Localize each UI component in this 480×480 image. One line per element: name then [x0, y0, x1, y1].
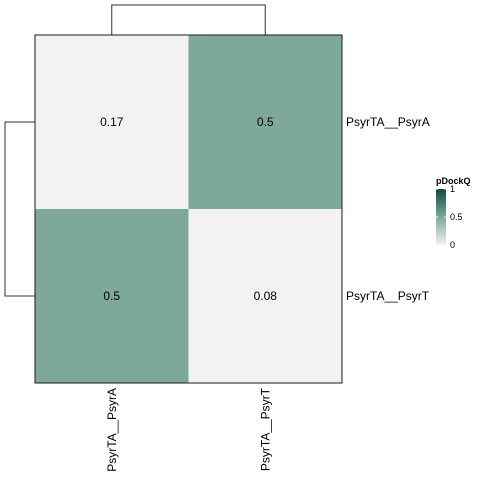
heatmap-cells: 0.17 0.5 0.5 0.08 — [35, 35, 342, 383]
dendrogram-branch — [111, 4, 266, 35]
legend-tick-label: 0.5 — [450, 212, 463, 222]
column-labels: PsyrTA__PsyrA PsyrTA__PsyrT — [105, 387, 273, 471]
legend: pDockQ 00.51 — [436, 176, 471, 250]
dendrogram-branch — [4, 121, 35, 297]
heatmap-border — [34, 34, 343, 384]
row-dendrogram — [4, 121, 35, 297]
heatmap-cell — [35, 35, 189, 209]
legend-ticks: 00.51 — [436, 184, 463, 250]
cell-value-label: 0.17 — [100, 115, 124, 129]
column-label: PsyrTA__PsyrA — [105, 388, 119, 472]
cell-value-label: 0.08 — [254, 289, 278, 303]
row-label: PsyrTA__PsyrT — [346, 289, 430, 303]
heatmap-cell — [188, 35, 342, 209]
cell-value-label: 0.5 — [103, 289, 120, 303]
legend-title: pDockQ — [436, 176, 471, 186]
column-dendrogram — [111, 4, 266, 35]
heatmap-cell — [35, 209, 189, 383]
legend-color-bar — [436, 189, 446, 245]
legend-tick-label: 0 — [450, 240, 455, 250]
legend-tick-label: 1 — [450, 184, 455, 194]
column-label: PsyrTA__PsyrT — [258, 387, 272, 471]
row-label: PsyrTA__PsyrA — [346, 115, 430, 129]
row-labels: PsyrTA__PsyrA PsyrTA__PsyrT — [346, 115, 430, 303]
heatmap-cell — [188, 209, 342, 383]
cell-value-label: 0.5 — [257, 115, 274, 129]
